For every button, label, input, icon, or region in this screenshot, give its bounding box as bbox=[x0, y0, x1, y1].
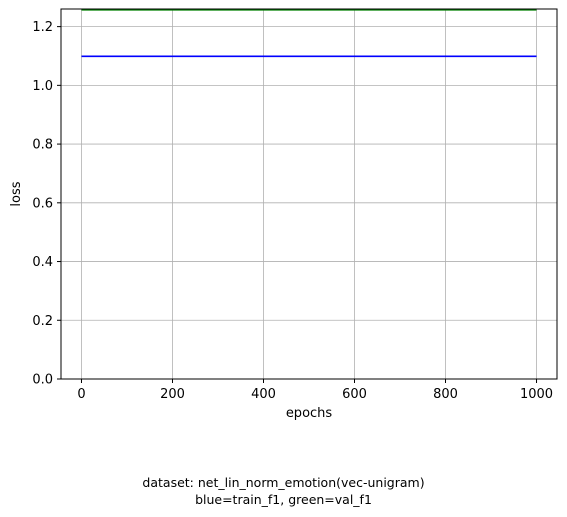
x-tick-label: 1000 bbox=[520, 387, 553, 402]
y-axis-label: loss bbox=[9, 181, 24, 206]
grid-lines bbox=[61, 9, 557, 380]
series-lines bbox=[81, 9, 537, 58]
x-tick-label: 200 bbox=[160, 387, 185, 402]
y-tick-label: 0.2 bbox=[32, 314, 53, 329]
y-tick-label: 1.0 bbox=[32, 79, 53, 94]
caption-legend: blue=train_f1, green=val_f1 bbox=[195, 492, 372, 507]
plot-frame bbox=[60, 8, 558, 380]
x-tick-label: 0 bbox=[77, 387, 85, 402]
x-tick-label: 800 bbox=[433, 387, 458, 402]
y-tick-label: 0.0 bbox=[32, 373, 53, 388]
y-tick-label: 0.4 bbox=[32, 255, 53, 270]
y-tick-label: 0.8 bbox=[32, 138, 53, 153]
x-tick-label: 400 bbox=[251, 387, 276, 402]
caption-dataset: dataset: net_lin_norm_emotion(vec-unigra… bbox=[142, 475, 425, 490]
line-chart: 0 200 400 600 800 1000 0.0 0.2 0.4 0.6 0.8 1.0 1.2 e… bbox=[9, 8, 558, 421]
y-tick-label: 0.6 bbox=[32, 196, 53, 211]
y-tick-label: 1.2 bbox=[32, 20, 53, 35]
axis-ticks: 0 200 400 600 800 1000 0.0 0.2 0.4 0.6 0.8 1.0 1.2 bbox=[32, 20, 553, 402]
x-tick-label: 600 bbox=[342, 387, 367, 402]
x-axis-label: epochs bbox=[286, 406, 333, 421]
